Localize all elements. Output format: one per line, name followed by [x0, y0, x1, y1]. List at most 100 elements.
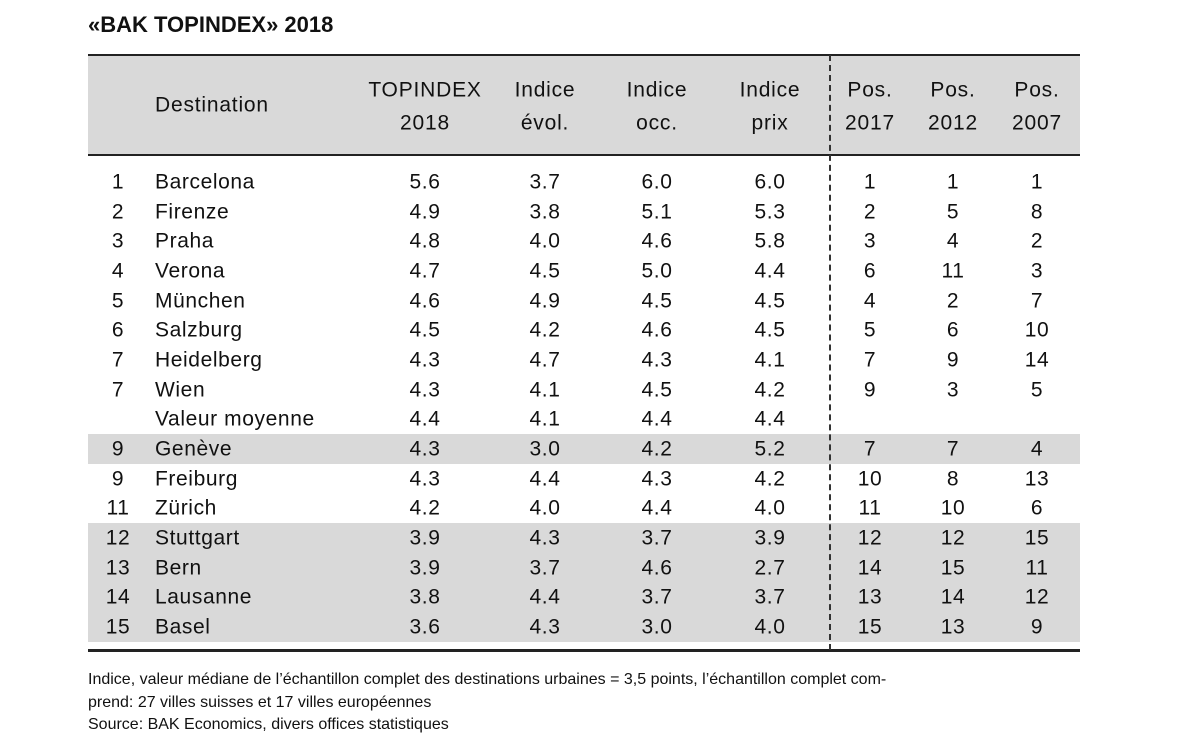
- cell: 4.0: [529, 496, 561, 520]
- cell: 9: [1030, 615, 1044, 639]
- cell: 10: [857, 467, 883, 491]
- cell: 3.6: [409, 615, 441, 639]
- cell: 4.5: [529, 259, 561, 283]
- cell: 2: [1030, 229, 1044, 253]
- cell: 4.5: [641, 289, 673, 313]
- cell: 4.5: [641, 378, 673, 402]
- cell: 8: [946, 467, 960, 491]
- column-header: Indice: [739, 78, 801, 102]
- cell: 6: [946, 318, 960, 342]
- column-header: Pos.: [930, 78, 976, 102]
- cell: 4.2: [641, 437, 673, 461]
- cell: 4.1: [529, 407, 561, 431]
- destination: Valeur moyenne: [155, 407, 315, 431]
- destination: Genève: [155, 437, 233, 461]
- cell: 7: [946, 437, 960, 461]
- cell: 3.9: [409, 526, 441, 550]
- destination: Verona: [155, 259, 226, 283]
- cell: 9: [946, 348, 960, 372]
- column-header: 2018: [400, 111, 450, 135]
- divider: [829, 55, 831, 650]
- cell: 4: [946, 229, 960, 253]
- destination: Firenze: [155, 200, 230, 224]
- destination: Bern: [155, 556, 202, 580]
- cell: 4.2: [529, 318, 561, 342]
- destination: Stuttgart: [155, 526, 240, 550]
- cell: 9: [111, 437, 125, 461]
- cell: 13: [857, 585, 883, 609]
- cell: 4.9: [409, 200, 441, 224]
- cell: 13: [105, 556, 131, 580]
- cell: 4.3: [641, 467, 673, 491]
- cell: 4.6: [641, 318, 673, 342]
- cell: 4.8: [409, 229, 441, 253]
- cell: 3: [946, 378, 960, 402]
- cell: 4: [111, 259, 125, 283]
- cell: 4.9: [529, 289, 561, 313]
- cell: 3: [111, 229, 125, 253]
- column-header: occ.: [636, 111, 678, 135]
- cell: 5.0: [641, 259, 673, 283]
- cell: 3.7: [754, 585, 786, 609]
- cell: 15: [940, 556, 966, 580]
- destination: Basel: [155, 615, 211, 639]
- cell: 1: [863, 170, 877, 194]
- destination: Zürich: [155, 496, 217, 520]
- cell: 5: [1030, 378, 1044, 402]
- cell: 7: [111, 348, 125, 372]
- column-header: Indice: [626, 78, 688, 102]
- cell: 4: [863, 289, 877, 313]
- cell: 3.8: [529, 200, 561, 224]
- title: «BAK TOPINDEX» 2018: [88, 12, 334, 37]
- cell: 4.4: [641, 496, 673, 520]
- cell: 9: [863, 378, 877, 402]
- cell: 2: [863, 200, 877, 224]
- cell: 1: [111, 170, 125, 194]
- column-header: TOPINDEX: [368, 78, 482, 102]
- cell: 8: [1030, 200, 1044, 224]
- cell: 7: [863, 437, 877, 461]
- column-header: Indice: [514, 78, 576, 102]
- cell: 13: [1024, 467, 1050, 491]
- cell: 4.7: [529, 348, 561, 372]
- cell: 3.0: [529, 437, 561, 461]
- cell: 6.0: [641, 170, 673, 194]
- cell: 11: [106, 496, 130, 520]
- cell: 3.7: [641, 526, 673, 550]
- column-header: 2007: [1012, 111, 1062, 135]
- cell: 4.4: [754, 259, 786, 283]
- cell: 4.3: [529, 615, 561, 639]
- cell: 10: [940, 496, 966, 520]
- cell: 3: [1030, 259, 1044, 283]
- cell: 5.1: [641, 200, 673, 224]
- top-rule: [88, 54, 1080, 56]
- cell: 3: [863, 229, 877, 253]
- cell: 4.4: [641, 407, 673, 431]
- cell: 4.6: [641, 556, 673, 580]
- header-rule: [88, 154, 1080, 156]
- cell: 2: [111, 200, 125, 224]
- row-shade: [88, 582, 1080, 613]
- column-header: 2012: [928, 111, 978, 135]
- cell: 13: [940, 615, 966, 639]
- cell: 4.4: [754, 407, 786, 431]
- destination: Barcelona: [155, 170, 255, 194]
- cell: 3.0: [641, 615, 673, 639]
- cell: 7: [111, 378, 125, 402]
- destination: Freiburg: [155, 467, 238, 491]
- cell: 5: [111, 289, 125, 313]
- destination: Wien: [155, 378, 206, 402]
- cell: 4: [1030, 437, 1044, 461]
- cell: 4.5: [754, 289, 786, 313]
- header-band: [88, 55, 1080, 155]
- cell: 6.0: [754, 170, 786, 194]
- cell: 3.7: [641, 585, 673, 609]
- cell: 4.3: [409, 437, 441, 461]
- cell: 12: [1024, 585, 1050, 609]
- cell: 4.2: [754, 467, 786, 491]
- column-header: 2017: [845, 111, 895, 135]
- cell: 14: [1024, 348, 1050, 372]
- cell: 4.4: [529, 467, 561, 491]
- cell: 14: [105, 585, 131, 609]
- row-shade: [88, 612, 1080, 642]
